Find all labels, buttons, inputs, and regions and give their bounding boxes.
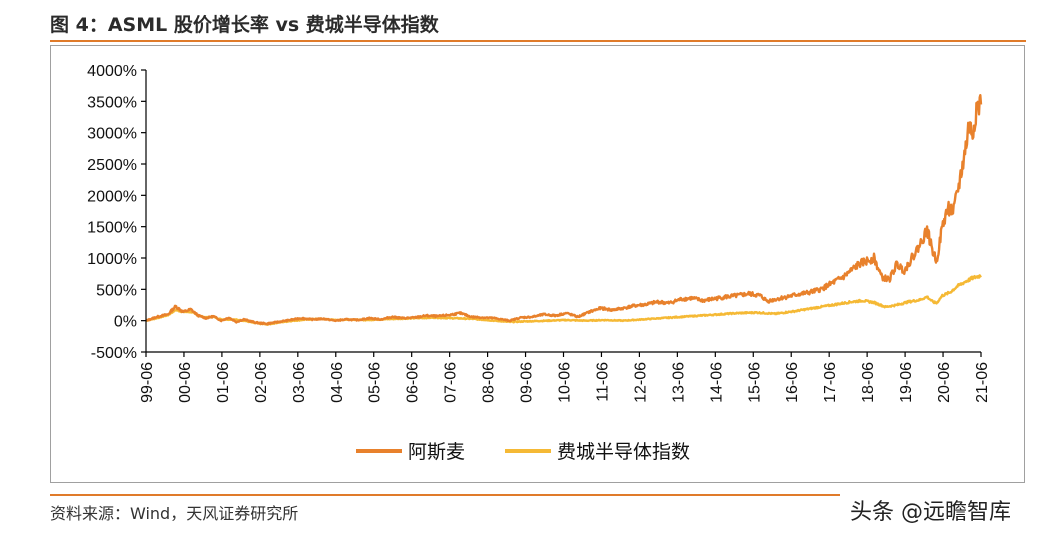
y-tick-label: 2500% [87, 157, 137, 174]
x-tick-label: 03-06 [291, 362, 308, 403]
x-tick-label: 14-06 [708, 362, 725, 403]
watermark: 头条 @远瞻智库 [850, 500, 1011, 525]
title-rule [50, 40, 1026, 42]
y-tick-label: 1000% [87, 251, 137, 268]
x-tick-label: 13-06 [670, 362, 687, 403]
y-tick-label: 2000% [87, 188, 137, 205]
x-tick-label: 06-06 [405, 362, 422, 403]
x-tick-label: 19-06 [898, 362, 915, 403]
x-tick-label: 10-06 [557, 362, 574, 403]
y-tick-label: 3500% [87, 94, 137, 111]
x-tick-label: 02-06 [253, 362, 270, 403]
x-tick-label: 99-06 [139, 362, 156, 403]
x-tick-label: 00-06 [177, 362, 194, 403]
source-note: 资料来源：Wind，天风证券研究所 [50, 504, 299, 523]
series-line-sox [145, 274, 982, 326]
source-rule [50, 494, 840, 496]
legend-label: 阿斯麦 [408, 441, 465, 463]
axis-layer: -500% 0% 500% 1000% 1500% 2000% 2500% 3000% 3500… [87, 63, 991, 403]
x-tick-label: 21-06 [974, 362, 991, 403]
x-tick-label: 07-06 [443, 362, 460, 403]
x-tick-label: 16-06 [784, 362, 801, 403]
legend-item-asml: 阿斯麦 [356, 441, 465, 463]
y-tick-label: 0% [114, 314, 137, 331]
y-tick-label: 500% [96, 282, 137, 299]
y-tick-label: 3000% [87, 126, 137, 143]
legend-label: 费城半导体指数 [557, 441, 690, 463]
x-tick-label: 09-06 [519, 362, 536, 403]
x-tick-label: 01-06 [215, 362, 232, 403]
series-layer [145, 94, 983, 326]
series-line-asml [145, 94, 983, 326]
legend-item-sox: 费城半导体指数 [505, 441, 690, 463]
x-tick-label: 08-06 [481, 362, 498, 403]
x-tick-label: 04-06 [329, 362, 346, 403]
x-tick-label: 05-06 [367, 362, 384, 403]
chart-frame [50, 45, 1025, 483]
y-tick-label: 4000% [87, 63, 137, 80]
x-tick-label: 12-06 [632, 362, 649, 403]
x-tick-label: 11-06 [594, 362, 611, 402]
x-tick-label: 20-06 [936, 362, 953, 403]
y-tick-label: 1500% [87, 220, 137, 237]
legend: 阿斯麦 费城半导体指数 [356, 441, 690, 463]
figure-title: 图 4：ASML 股价增长率 vs 费城半导体指数 [50, 14, 439, 36]
x-tick-label: 18-06 [860, 362, 877, 403]
y-tick-label: -500% [91, 345, 137, 362]
x-tick-label: 15-06 [746, 362, 763, 403]
x-tick-label: 17-06 [822, 362, 839, 403]
